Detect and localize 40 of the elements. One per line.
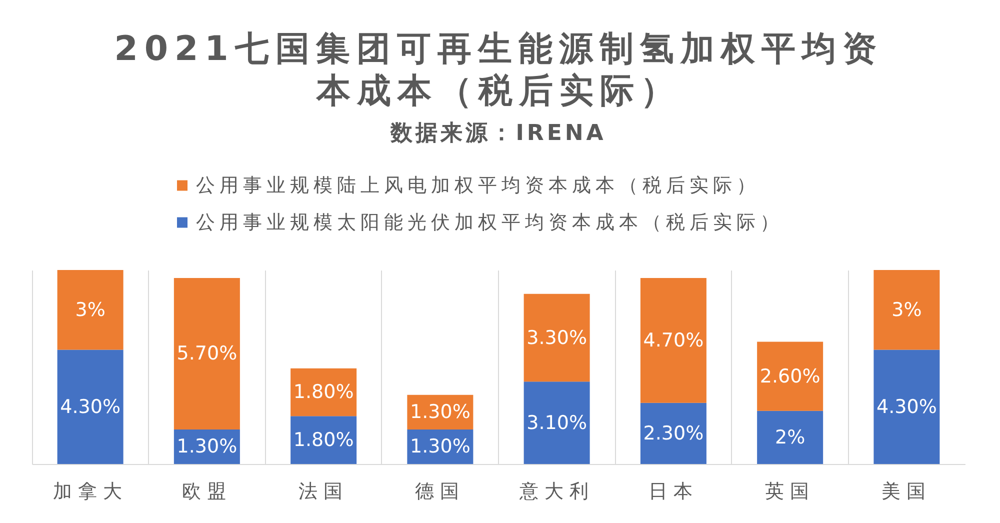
bar: [290, 416, 357, 464]
data-label: 1.30%: [176, 436, 238, 458]
bar: [57, 270, 124, 350]
data-label: 3.30%: [526, 326, 587, 349]
data-label: 1.30%: [410, 436, 470, 458]
legend-label: 公用事业规模陆上风电加权平均资本成本（税后实际）: [196, 174, 760, 196]
data-label: 4.30%: [876, 396, 937, 418]
bar: [640, 278, 706, 403]
bar: [874, 350, 940, 464]
legend-label: 公用事业规模太阳能光伏加权平均资本成本（税后实际）: [196, 212, 784, 234]
x-tick-label: 加拿大: [52, 480, 128, 502]
x-tick-label: 意大利: [518, 480, 594, 502]
data-label: 1.80%: [293, 381, 354, 404]
data-label: 2.60%: [760, 365, 820, 388]
x-tick-label: 欧盟: [182, 480, 232, 502]
bar: [757, 342, 824, 411]
x-tick-label: 日本: [648, 480, 698, 502]
chart-title: 2021七国集团可再生能源制氢加权平均资本成本（税后实际）: [114, 29, 883, 111]
x-tick-label: 法国: [298, 480, 349, 502]
bar: [524, 294, 590, 382]
chart-subtitle: 数据来源：IRENA: [390, 121, 606, 146]
data-label: 2%: [774, 426, 806, 448]
data-label: 3%: [75, 298, 106, 321]
bar: [57, 350, 124, 464]
bar: [640, 402, 706, 464]
bar: [757, 410, 824, 464]
data-label: 5.70%: [176, 342, 238, 365]
x-tick-label: 德国: [415, 480, 466, 502]
bar: [874, 270, 940, 350]
data-label: 3%: [892, 298, 922, 321]
bar: [174, 278, 240, 430]
data-label: 4.70%: [643, 329, 704, 352]
data-label: 2.30%: [643, 422, 704, 444]
data-label: 1.30%: [410, 401, 470, 424]
data-label: 1.80%: [293, 429, 354, 452]
data-label: 4.30%: [60, 396, 120, 418]
x-tick-label: 美国: [882, 480, 932, 502]
bar: [524, 382, 590, 464]
data-label: 3.10%: [526, 412, 587, 434]
x-tick-label: 英国: [765, 480, 816, 502]
